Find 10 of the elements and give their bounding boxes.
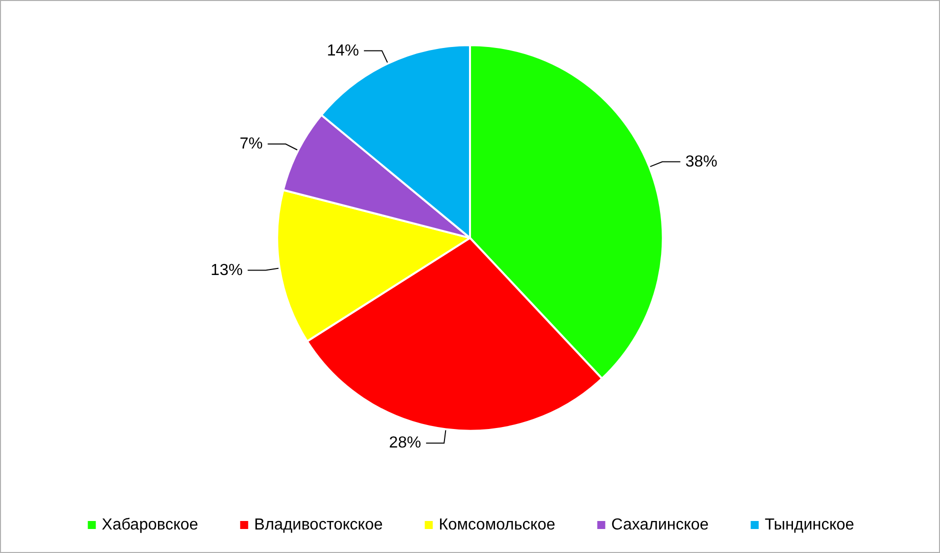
legend-label: Сахалинское (611, 516, 709, 534)
legend-label: Комсомольское (438, 516, 556, 534)
data-label: 14% (326, 42, 359, 60)
data-label: 38% (685, 153, 718, 170)
legend-label: Хабаровское (102, 516, 198, 534)
data-label: 28% (389, 434, 422, 452)
legend-label: Тындинское (764, 516, 854, 534)
data-label: 7% (240, 136, 263, 153)
data-label: 13% (210, 262, 243, 279)
legend-label: Владивостокское (254, 516, 383, 534)
